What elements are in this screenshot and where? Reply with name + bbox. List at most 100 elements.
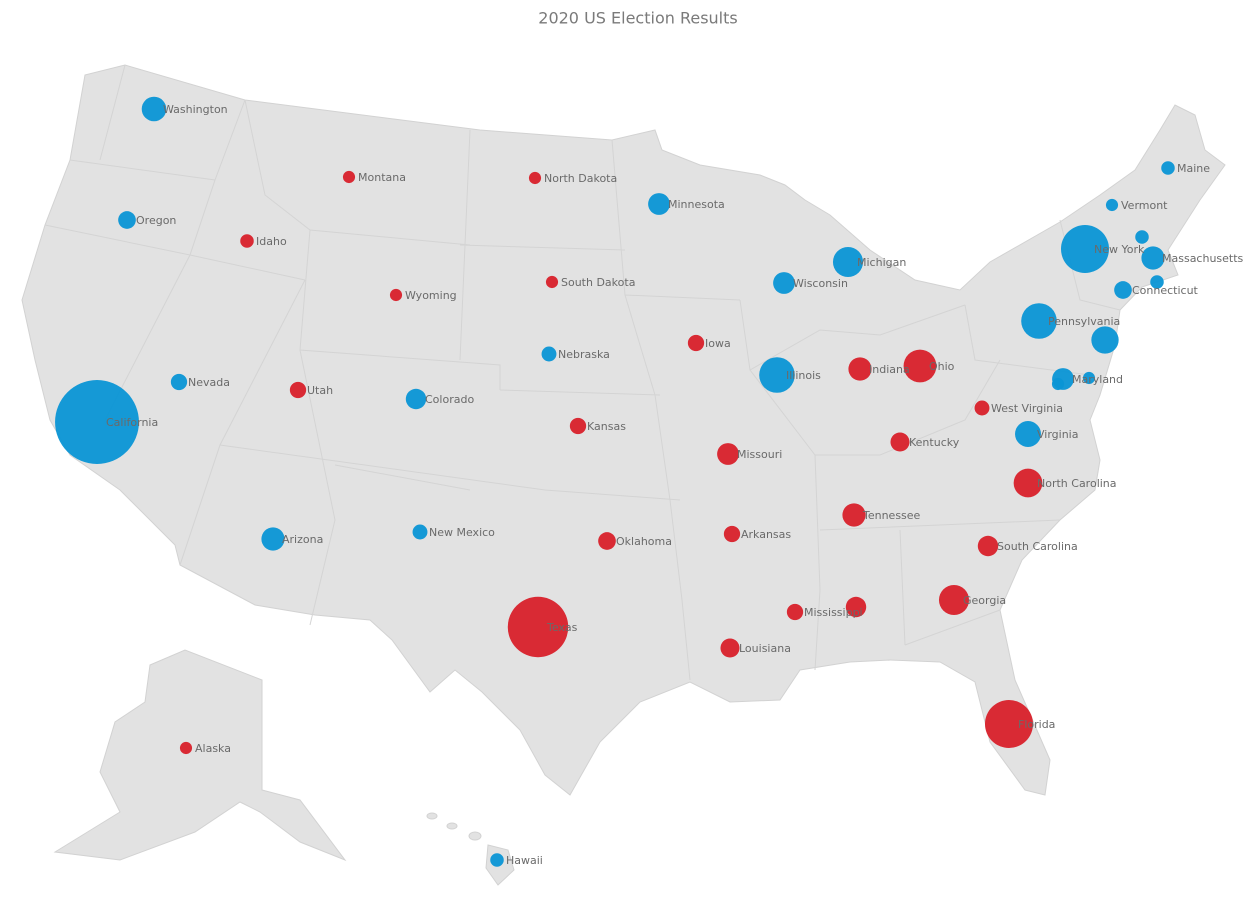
state-label: Colorado	[425, 393, 474, 406]
state-label: Indiana	[869, 363, 910, 376]
state-bubble	[1015, 421, 1041, 447]
state-label: Arizona	[282, 533, 323, 546]
state-label: Maine	[1177, 162, 1210, 175]
state-bubble	[717, 443, 739, 465]
state-bubble	[1082, 371, 1096, 385]
state-bubble	[903, 349, 937, 383]
state-label: South Dakota	[561, 276, 635, 289]
state-bubble	[389, 288, 403, 302]
state-bubble	[528, 171, 542, 185]
state-bubble	[648, 193, 670, 215]
state-label: Wisconsin	[793, 277, 848, 290]
state-bubble	[1141, 246, 1165, 270]
state-label: South Carolina	[997, 540, 1078, 553]
state-bubble	[569, 417, 587, 435]
state-bubble	[773, 272, 795, 294]
state-label: North Dakota	[544, 172, 617, 185]
state-bubble	[1135, 230, 1149, 244]
state-label: Minnesota	[668, 198, 725, 211]
state-bubble	[984, 699, 1034, 749]
state-bubble	[832, 246, 864, 278]
state-bubble	[720, 638, 740, 658]
state-label: Connecticut	[1132, 284, 1199, 297]
state-bubble	[848, 357, 872, 381]
state-bubble	[55, 380, 139, 464]
state-label: Oregon	[136, 214, 176, 227]
state-label: Mississippi	[804, 606, 863, 619]
state-label: Nevada	[188, 376, 230, 389]
hawaii	[426, 812, 515, 886]
state-bubble	[598, 532, 616, 550]
state-label: Michigan	[857, 256, 906, 269]
chart-title: 2020 US Election Results	[538, 9, 737, 28]
state-bubble	[141, 96, 167, 122]
state-label: Texas	[546, 621, 578, 634]
state-bubble	[1051, 377, 1065, 391]
state-bubble	[938, 584, 970, 616]
state-label: Massachusetts	[1162, 252, 1244, 265]
state-label: Utah	[307, 384, 333, 397]
bubbles: Washington Oregon California Nevada Arizona C…	[55, 96, 1244, 867]
state-label: Hawaii	[506, 854, 543, 867]
state-bubble	[507, 596, 569, 658]
state-bubble	[118, 211, 136, 229]
state-label: Virginia	[1037, 428, 1078, 441]
state-borders	[44, 64, 1121, 681]
state-bubble	[179, 741, 193, 755]
state-label: Alaska	[195, 742, 231, 755]
state-label: Ohio	[929, 360, 955, 373]
state-bubble	[541, 346, 557, 362]
state-bubble	[545, 275, 559, 289]
state-label: Iowa	[705, 337, 731, 350]
basemap	[21, 64, 1226, 886]
state-label: Louisiana	[739, 642, 791, 655]
alaska	[53, 649, 347, 862]
state-bubble	[412, 524, 428, 540]
state-bubble	[289, 381, 307, 399]
state-bubble	[1150, 275, 1164, 289]
state-label: Idaho	[256, 235, 287, 248]
contiguous-us	[21, 64, 1226, 796]
state-bubble	[1013, 468, 1043, 498]
state-bubble	[977, 535, 999, 557]
state-bubble	[1105, 198, 1119, 212]
state-label: Pennsylvania	[1048, 315, 1120, 328]
state-bubble	[759, 357, 795, 393]
state-bubble	[1060, 224, 1110, 274]
state-bubble	[974, 400, 990, 416]
state-bubble	[342, 170, 356, 184]
state-bubble	[890, 432, 910, 452]
state-bubble	[1021, 303, 1057, 339]
state-label: Montana	[358, 171, 406, 184]
state-label: Florida	[1018, 718, 1055, 731]
state-bubble	[490, 853, 504, 867]
state-label: New Mexico	[429, 526, 495, 539]
state-bubble	[261, 527, 285, 551]
state-label: Maryland	[1072, 373, 1123, 386]
state-label: Kansas	[587, 420, 626, 433]
state-label: Georgia	[963, 594, 1006, 607]
state-bubble	[687, 334, 705, 352]
state-label: Kentucky	[909, 436, 960, 449]
state-label: Missouri	[737, 448, 782, 461]
state-label: North Carolina	[1037, 477, 1117, 490]
state-bubble	[845, 596, 867, 618]
state-label: Washington	[163, 103, 228, 116]
state-bubble	[240, 234, 254, 248]
state-bubble	[1114, 281, 1132, 299]
state-bubble	[1161, 161, 1175, 175]
state-bubble	[170, 373, 188, 391]
state-label: California	[106, 416, 158, 429]
state-bubble	[786, 603, 804, 621]
state-label: Wyoming	[405, 289, 457, 302]
state-label: Arkansas	[741, 528, 791, 541]
state-label: Vermont	[1121, 199, 1168, 212]
state-label: Tennessee	[862, 509, 921, 522]
state-bubble	[405, 388, 427, 410]
state-label: Illinois	[786, 369, 821, 382]
state-bubble	[723, 525, 741, 543]
state-label: Oklahoma	[616, 535, 672, 548]
state-bubble	[842, 503, 866, 527]
state-label: Nebraska	[558, 348, 610, 361]
